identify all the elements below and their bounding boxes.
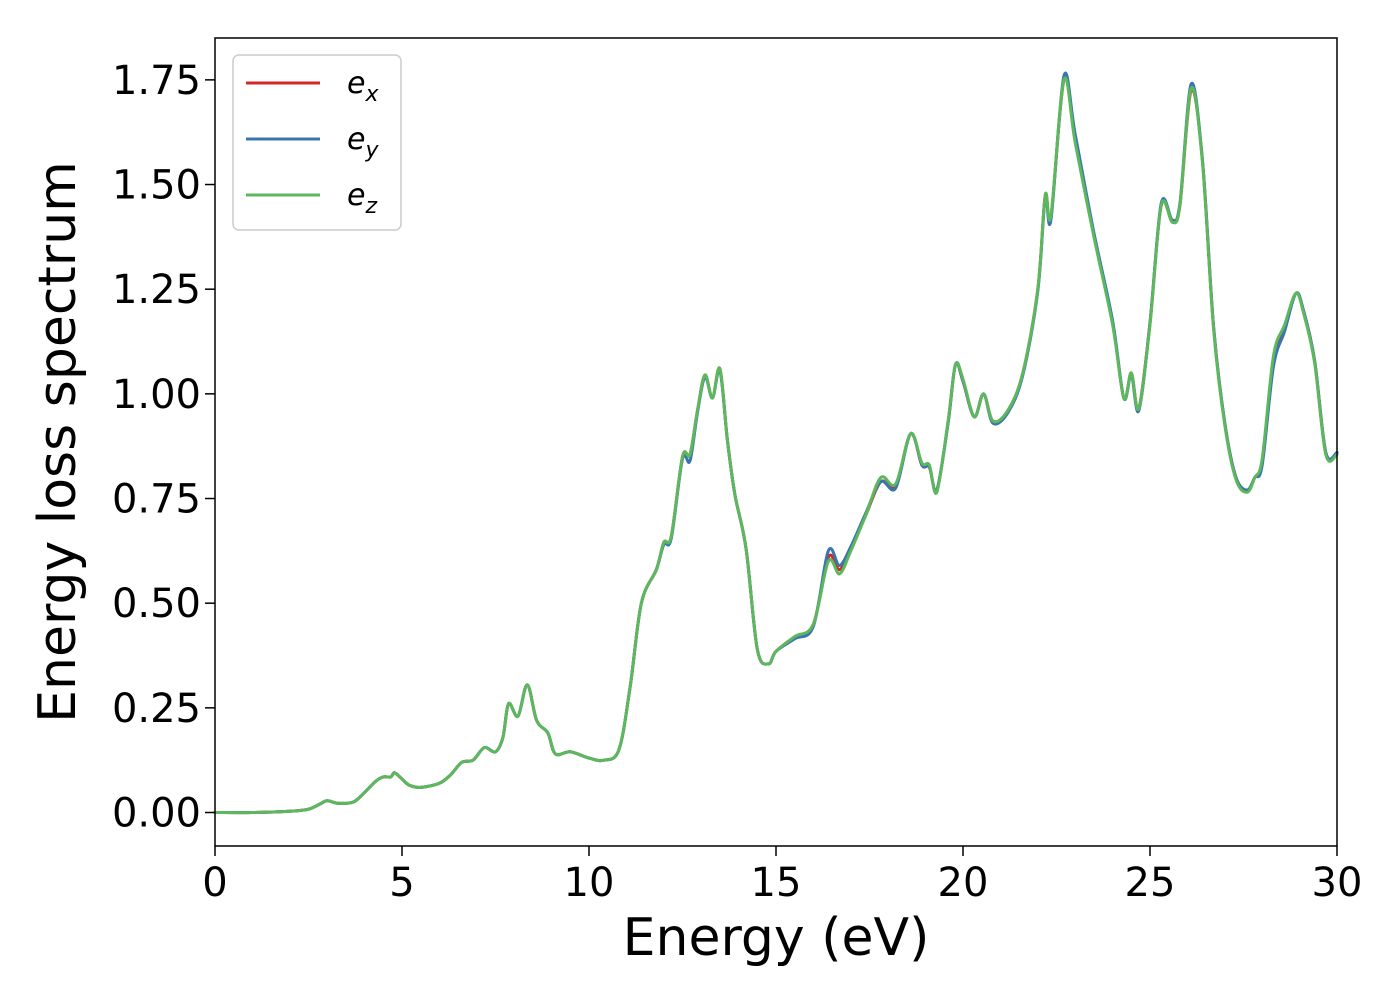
- y-tick-label: 0.25: [112, 686, 201, 732]
- legend-label-e-x: ex: [347, 66, 379, 107]
- y-tick-label: 1.25: [112, 267, 201, 313]
- y-tick-label: 1.00: [112, 372, 201, 418]
- legend-box: [232, 54, 402, 231]
- x-tick-label: 25: [1125, 860, 1176, 906]
- y-tick-label: 1.75: [112, 58, 201, 104]
- x-tick-label: 10: [564, 860, 615, 906]
- legend-label-e-y: ey: [347, 122, 379, 163]
- y-tick-label: 0.50: [112, 581, 201, 627]
- series-layer: [213, 71, 1339, 815]
- x-axis: 0 5 10 15 20 25 30: [202, 846, 1362, 906]
- plot-area: [215, 38, 1337, 846]
- y-tick-label: 0.75: [112, 477, 201, 523]
- legend-label-e-z: ez: [347, 178, 377, 219]
- y-tick-label: 1.50: [112, 163, 201, 209]
- legend: ex ey ez: [232, 54, 402, 231]
- x-tick-label: 0: [202, 860, 227, 906]
- x-tick-label: 5: [389, 860, 414, 906]
- x-tick-label: 15: [751, 860, 802, 906]
- y-axis: 0.00 0.25 0.50 0.75 1.00 1.25 1.50 1.75: [112, 58, 215, 837]
- x-tick-label: 30: [1312, 860, 1363, 906]
- x-axis-title: Energy (eV): [623, 908, 930, 968]
- x-tick-label: 20: [938, 860, 989, 906]
- y-axis-title: Energy loss spectrum: [28, 161, 88, 723]
- series-line-e-z: [213, 76, 1339, 815]
- y-tick-label: 0.00: [112, 791, 201, 837]
